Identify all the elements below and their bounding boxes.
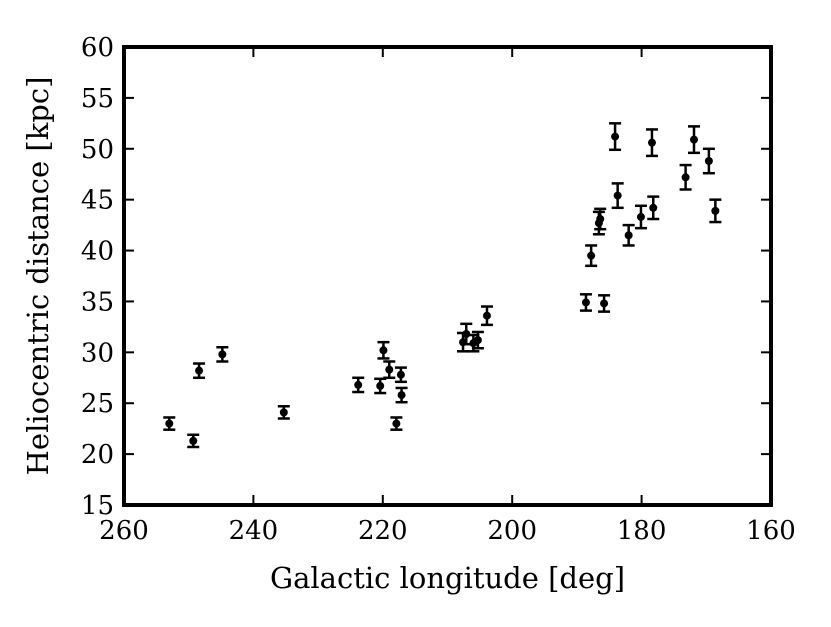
point-marker <box>611 132 620 141</box>
x-tick-label: 260 <box>99 516 149 546</box>
data-point <box>163 416 176 431</box>
point-marker <box>647 138 656 147</box>
point-marker <box>600 299 609 308</box>
data-point <box>187 433 200 449</box>
data-point <box>394 366 407 384</box>
y-axis-label: Heliocentric distance [kpc] <box>21 77 55 476</box>
data-point <box>395 386 408 404</box>
data-point <box>634 204 647 230</box>
data-point <box>277 405 290 420</box>
y-tick-label: 35 <box>81 287 114 317</box>
x-tick-label: 160 <box>746 516 796 546</box>
x-tick-label: 200 <box>487 516 537 546</box>
point-marker <box>279 408 288 417</box>
data-point <box>471 330 484 350</box>
data-point <box>585 244 598 268</box>
point-marker <box>711 206 720 215</box>
point-marker <box>195 366 204 375</box>
data-point <box>645 128 658 158</box>
data-point <box>702 147 715 175</box>
y-tick-label: 55 <box>81 84 114 114</box>
data-point <box>688 125 701 155</box>
point-marker <box>189 436 198 445</box>
data-point <box>216 345 229 363</box>
point-marker <box>681 173 690 182</box>
data-point <box>383 360 396 380</box>
y-tick-label: 30 <box>81 338 114 368</box>
data-point <box>390 416 403 431</box>
data-point <box>598 294 611 313</box>
point-marker <box>392 419 401 428</box>
point-marker <box>385 365 394 374</box>
data-point <box>374 377 387 395</box>
data-point <box>709 198 722 224</box>
data-points <box>163 122 722 449</box>
point-marker <box>624 231 633 240</box>
point-marker <box>482 311 491 320</box>
x-axis-label: Galactic longitude [deg] <box>270 561 625 595</box>
y-tick-label: 60 <box>81 33 114 63</box>
y-tick-label: 40 <box>81 237 114 267</box>
y-tick-label: 45 <box>81 186 114 216</box>
plot-frame <box>122 45 773 507</box>
y-tick-label: 15 <box>81 491 114 521</box>
y-tick-label: 20 <box>81 440 114 470</box>
x-tick-label: 180 <box>617 516 667 546</box>
data-point <box>609 122 622 152</box>
data-point <box>579 293 592 312</box>
point-marker <box>165 419 174 428</box>
point-marker <box>473 336 482 345</box>
data-point <box>611 182 624 210</box>
point-marker <box>636 212 645 221</box>
point-marker <box>704 156 713 165</box>
point-marker <box>690 135 699 144</box>
point-marker <box>397 391 406 400</box>
data-point <box>647 195 660 221</box>
x-axis-ticks: 260 240 220 200 180 160 <box>99 47 796 546</box>
y-tick-label: 50 <box>81 135 114 165</box>
data-point <box>377 340 390 360</box>
data-point <box>622 223 635 247</box>
point-marker <box>396 370 405 379</box>
point-marker <box>581 298 590 307</box>
x-tick-label: 240 <box>229 516 279 546</box>
point-marker <box>218 350 227 359</box>
point-marker <box>649 203 658 212</box>
data-point <box>480 305 493 327</box>
x-tick-label: 220 <box>358 516 408 546</box>
point-marker <box>376 381 385 390</box>
data-point <box>679 163 692 191</box>
data-point <box>594 207 607 231</box>
point-marker <box>379 346 388 355</box>
point-marker <box>613 191 622 200</box>
y-axis-ticks: 15 20 25 30 35 40 45 50 55 60 <box>81 33 771 521</box>
point-marker <box>596 215 605 224</box>
data-point <box>352 376 365 394</box>
point-marker <box>587 251 596 260</box>
data-point <box>193 362 206 380</box>
point-marker <box>354 380 363 389</box>
y-tick-label: 25 <box>81 389 114 419</box>
